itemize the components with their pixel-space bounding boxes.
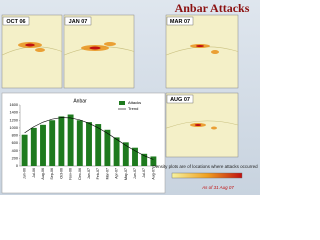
map-label-box: [166, 16, 194, 26]
bar: [150, 156, 157, 166]
map-label: AUG 07: [170, 97, 190, 103]
density-spot: [35, 48, 45, 52]
y-tick-label: 600: [12, 141, 18, 145]
bar: [113, 137, 120, 166]
map-label-box: [64, 16, 92, 26]
bar: [141, 153, 148, 166]
density-core: [89, 46, 101, 50]
y-tick-label: 1600: [10, 103, 18, 107]
density-spot: [104, 42, 116, 46]
y-tick-label: 200: [12, 156, 18, 160]
y-tick-label: 1000: [10, 126, 18, 130]
x-tick-label: Jun-06: [23, 168, 27, 179]
x-tick-label: May-07: [124, 168, 128, 180]
bar: [21, 134, 28, 166]
as-of: As of 31 Aug 07: [201, 185, 234, 190]
x-tick-label: Feb-07: [96, 168, 100, 179]
x-tick-label: Jun-07: [133, 168, 137, 179]
chart-title: Anbar: [73, 98, 87, 104]
density-spot: [211, 126, 217, 130]
chart-panel: [1, 92, 166, 194]
road: [165, 120, 239, 129]
slide: Anbar Attacks OCT 06 JAN 07 MAR 07 AUG 07 A…: [0, 0, 260, 195]
x-tick-label: Apr-07: [115, 168, 119, 179]
bar: [76, 120, 83, 166]
map: [63, 14, 135, 89]
y-tick-label: 0: [16, 164, 18, 168]
density-core: [194, 124, 202, 126]
map-label: OCT 06: [6, 19, 25, 25]
bar: [122, 142, 129, 166]
bar: [40, 124, 46, 166]
map-label: JAN 07: [69, 19, 88, 25]
bar: [95, 124, 102, 166]
density-spot: [211, 50, 219, 54]
note: Density plots are of locations where att…: [152, 164, 258, 169]
bar: [49, 120, 56, 166]
trend-line: [24, 117, 154, 160]
slide-title: Anbar Attacks: [175, 1, 250, 15]
x-tick-label: Aug-06: [41, 168, 45, 180]
map: [165, 14, 239, 89]
bar: [86, 122, 92, 166]
x-tick-label: Aug-07: [151, 168, 155, 180]
y-tick-label: 400: [12, 149, 18, 153]
x-tick-label: Jul-06: [32, 168, 36, 178]
x-tick-label: Jan-07: [87, 168, 91, 179]
map-label-box: [166, 94, 194, 104]
y-tick-label: 1200: [10, 118, 18, 122]
map: [1, 14, 63, 89]
maps: OCT 06 JAN 07 MAR 07 AUG 07: [1, 14, 239, 158]
bar: [58, 116, 65, 166]
bar: [30, 127, 37, 166]
density-legend: [171, 172, 243, 179]
y-tick-label: 800: [12, 134, 18, 138]
x-tick-label: Jul-07: [142, 168, 146, 178]
x-tick-label: Oct-06: [59, 168, 63, 179]
x-tick-label: Mar-07: [105, 168, 109, 179]
map-label-box: [2, 16, 30, 26]
x-tick-label: Sep-06: [50, 168, 54, 180]
x-tick-label: Dec-06: [78, 168, 82, 180]
density-core: [25, 43, 35, 47]
x-tick-label: Nov-06: [69, 168, 73, 180]
density-core: [196, 45, 204, 47]
bar: [132, 147, 138, 166]
bar: [104, 129, 111, 166]
bar: [67, 114, 74, 166]
chart: Anbar 0 200 400 600 800 1000 1200 1400 1600 Jun-06…: [10, 98, 158, 180]
y-tick-label: 1400: [10, 111, 18, 115]
legend-label: Attacks: [128, 100, 141, 105]
legend-label: Trend: [128, 106, 138, 111]
map-label: MAR 07: [170, 19, 190, 25]
legend-swatch: [119, 101, 125, 105]
